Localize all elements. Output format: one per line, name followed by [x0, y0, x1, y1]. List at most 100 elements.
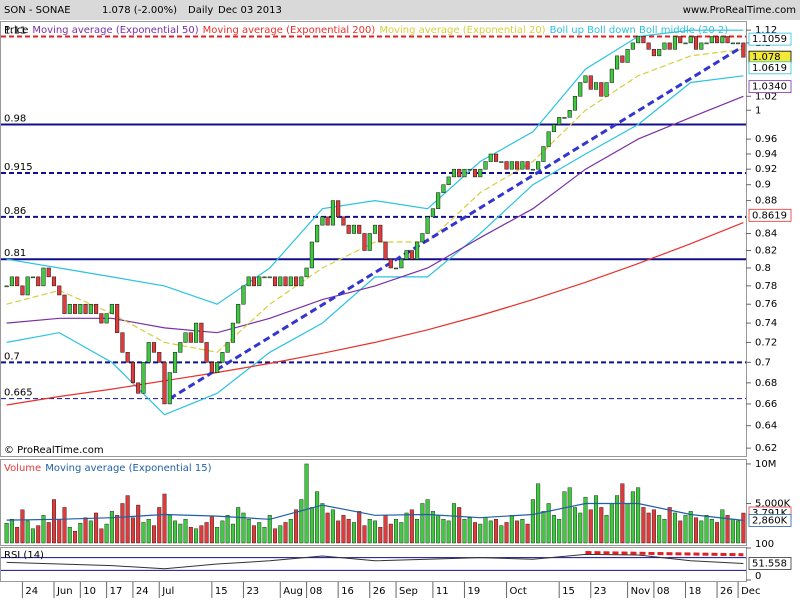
candle — [4, 285, 9, 288]
candle — [693, 36, 699, 50]
candle — [715, 36, 720, 44]
volume-bar — [641, 507, 646, 544]
volume-bar — [651, 509, 656, 544]
volume-bar — [325, 512, 330, 544]
volume-bar — [94, 512, 99, 544]
y-tick-label: 1 — [755, 105, 761, 116]
volume-bar — [357, 511, 362, 544]
volume-bar — [662, 519, 667, 544]
candle — [278, 276, 283, 287]
volume-bar — [4, 523, 9, 544]
volume-bar — [478, 523, 483, 544]
moving-average — [6, 222, 744, 406]
volume-bar — [267, 515, 272, 544]
volume-bar — [162, 493, 167, 544]
candle — [30, 276, 35, 279]
candle — [657, 49, 662, 57]
volume-bar — [736, 520, 741, 544]
candle — [678, 36, 683, 44]
candle — [204, 342, 209, 363]
volume-bar — [541, 511, 546, 544]
volume-bar — [346, 519, 351, 544]
volume-bar — [504, 522, 509, 544]
y-tick-label: 0.84 — [755, 228, 777, 239]
moving-average — [6, 95, 744, 334]
candle — [162, 362, 167, 405]
boll-lower — [6, 75, 744, 416]
y-tick-label: 0 — [755, 571, 761, 582]
candle — [615, 55, 620, 70]
volume-bar — [351, 522, 356, 544]
value-label: 2,860K — [752, 515, 788, 526]
volume-bar — [646, 512, 651, 544]
candle — [546, 131, 551, 147]
volume-bar — [194, 528, 199, 544]
volume-bar — [104, 523, 109, 544]
candle — [504, 161, 509, 170]
volume-bar — [383, 515, 388, 544]
value-box — [748, 80, 792, 94]
volume-bar — [678, 520, 683, 544]
x-tick-label: Aug — [283, 586, 303, 597]
candle — [272, 276, 278, 287]
candle — [99, 313, 104, 324]
volume-bar — [583, 496, 588, 544]
x-tick-label: 17 — [110, 586, 123, 597]
x-tick-label: Jun — [56, 586, 73, 597]
x-tick-label: 15 — [215, 586, 228, 597]
candle — [709, 36, 714, 44]
value-label: 51.558 — [752, 559, 787, 570]
candle — [404, 250, 409, 260]
candle — [46, 267, 51, 278]
candle — [67, 303, 72, 314]
x-tick-label: 16 — [341, 586, 354, 597]
candle — [646, 42, 651, 50]
candle — [572, 96, 578, 111]
volume-bar — [151, 525, 156, 544]
volume-bar — [488, 520, 493, 544]
level-label: 0.915 — [4, 162, 33, 173]
x-tick-label: 23 — [594, 586, 607, 597]
value-label: 1.078 — [752, 52, 781, 63]
candle — [136, 382, 141, 394]
y-tick-label: 0.9 — [755, 180, 771, 191]
volume-bar — [220, 520, 225, 544]
instrument: SON - SONAE — [4, 5, 71, 16]
volume-bar — [472, 522, 477, 544]
y-tick-label: 0.72 — [755, 337, 777, 348]
candle — [83, 303, 88, 314]
x-tick-label: Nov — [631, 586, 651, 597]
y-tick-label: 5,000K — [755, 498, 791, 509]
volume-bar — [320, 503, 325, 544]
legend-entry: Moving average (Exponential 200) — [203, 25, 376, 36]
site: www.ProRealTime.com — [683, 5, 796, 16]
volume-bar — [562, 491, 567, 544]
candle — [120, 332, 125, 353]
volume-bar — [362, 525, 367, 544]
candle — [636, 36, 641, 44]
candle — [94, 303, 99, 314]
volume-bar — [551, 515, 556, 544]
value-box — [748, 513, 792, 527]
candle — [194, 322, 199, 343]
value-label: 0.8619 — [752, 210, 787, 221]
candle — [104, 313, 109, 324]
volume-bar — [367, 519, 372, 544]
volume-bar — [46, 522, 51, 544]
candle — [672, 36, 678, 50]
candle — [378, 224, 383, 243]
candle — [20, 285, 25, 296]
level-label: 0.98 — [4, 114, 26, 125]
candle — [372, 224, 378, 234]
volume-bar — [483, 517, 488, 544]
candle — [215, 362, 220, 373]
volume-bar — [225, 515, 230, 544]
candle — [183, 332, 188, 343]
candle — [151, 342, 157, 353]
candle — [188, 332, 193, 343]
candle — [51, 276, 57, 287]
x-tick-label: 23 — [246, 586, 259, 597]
x-tick-label: 26 — [720, 586, 733, 597]
volume-bar — [188, 526, 193, 544]
